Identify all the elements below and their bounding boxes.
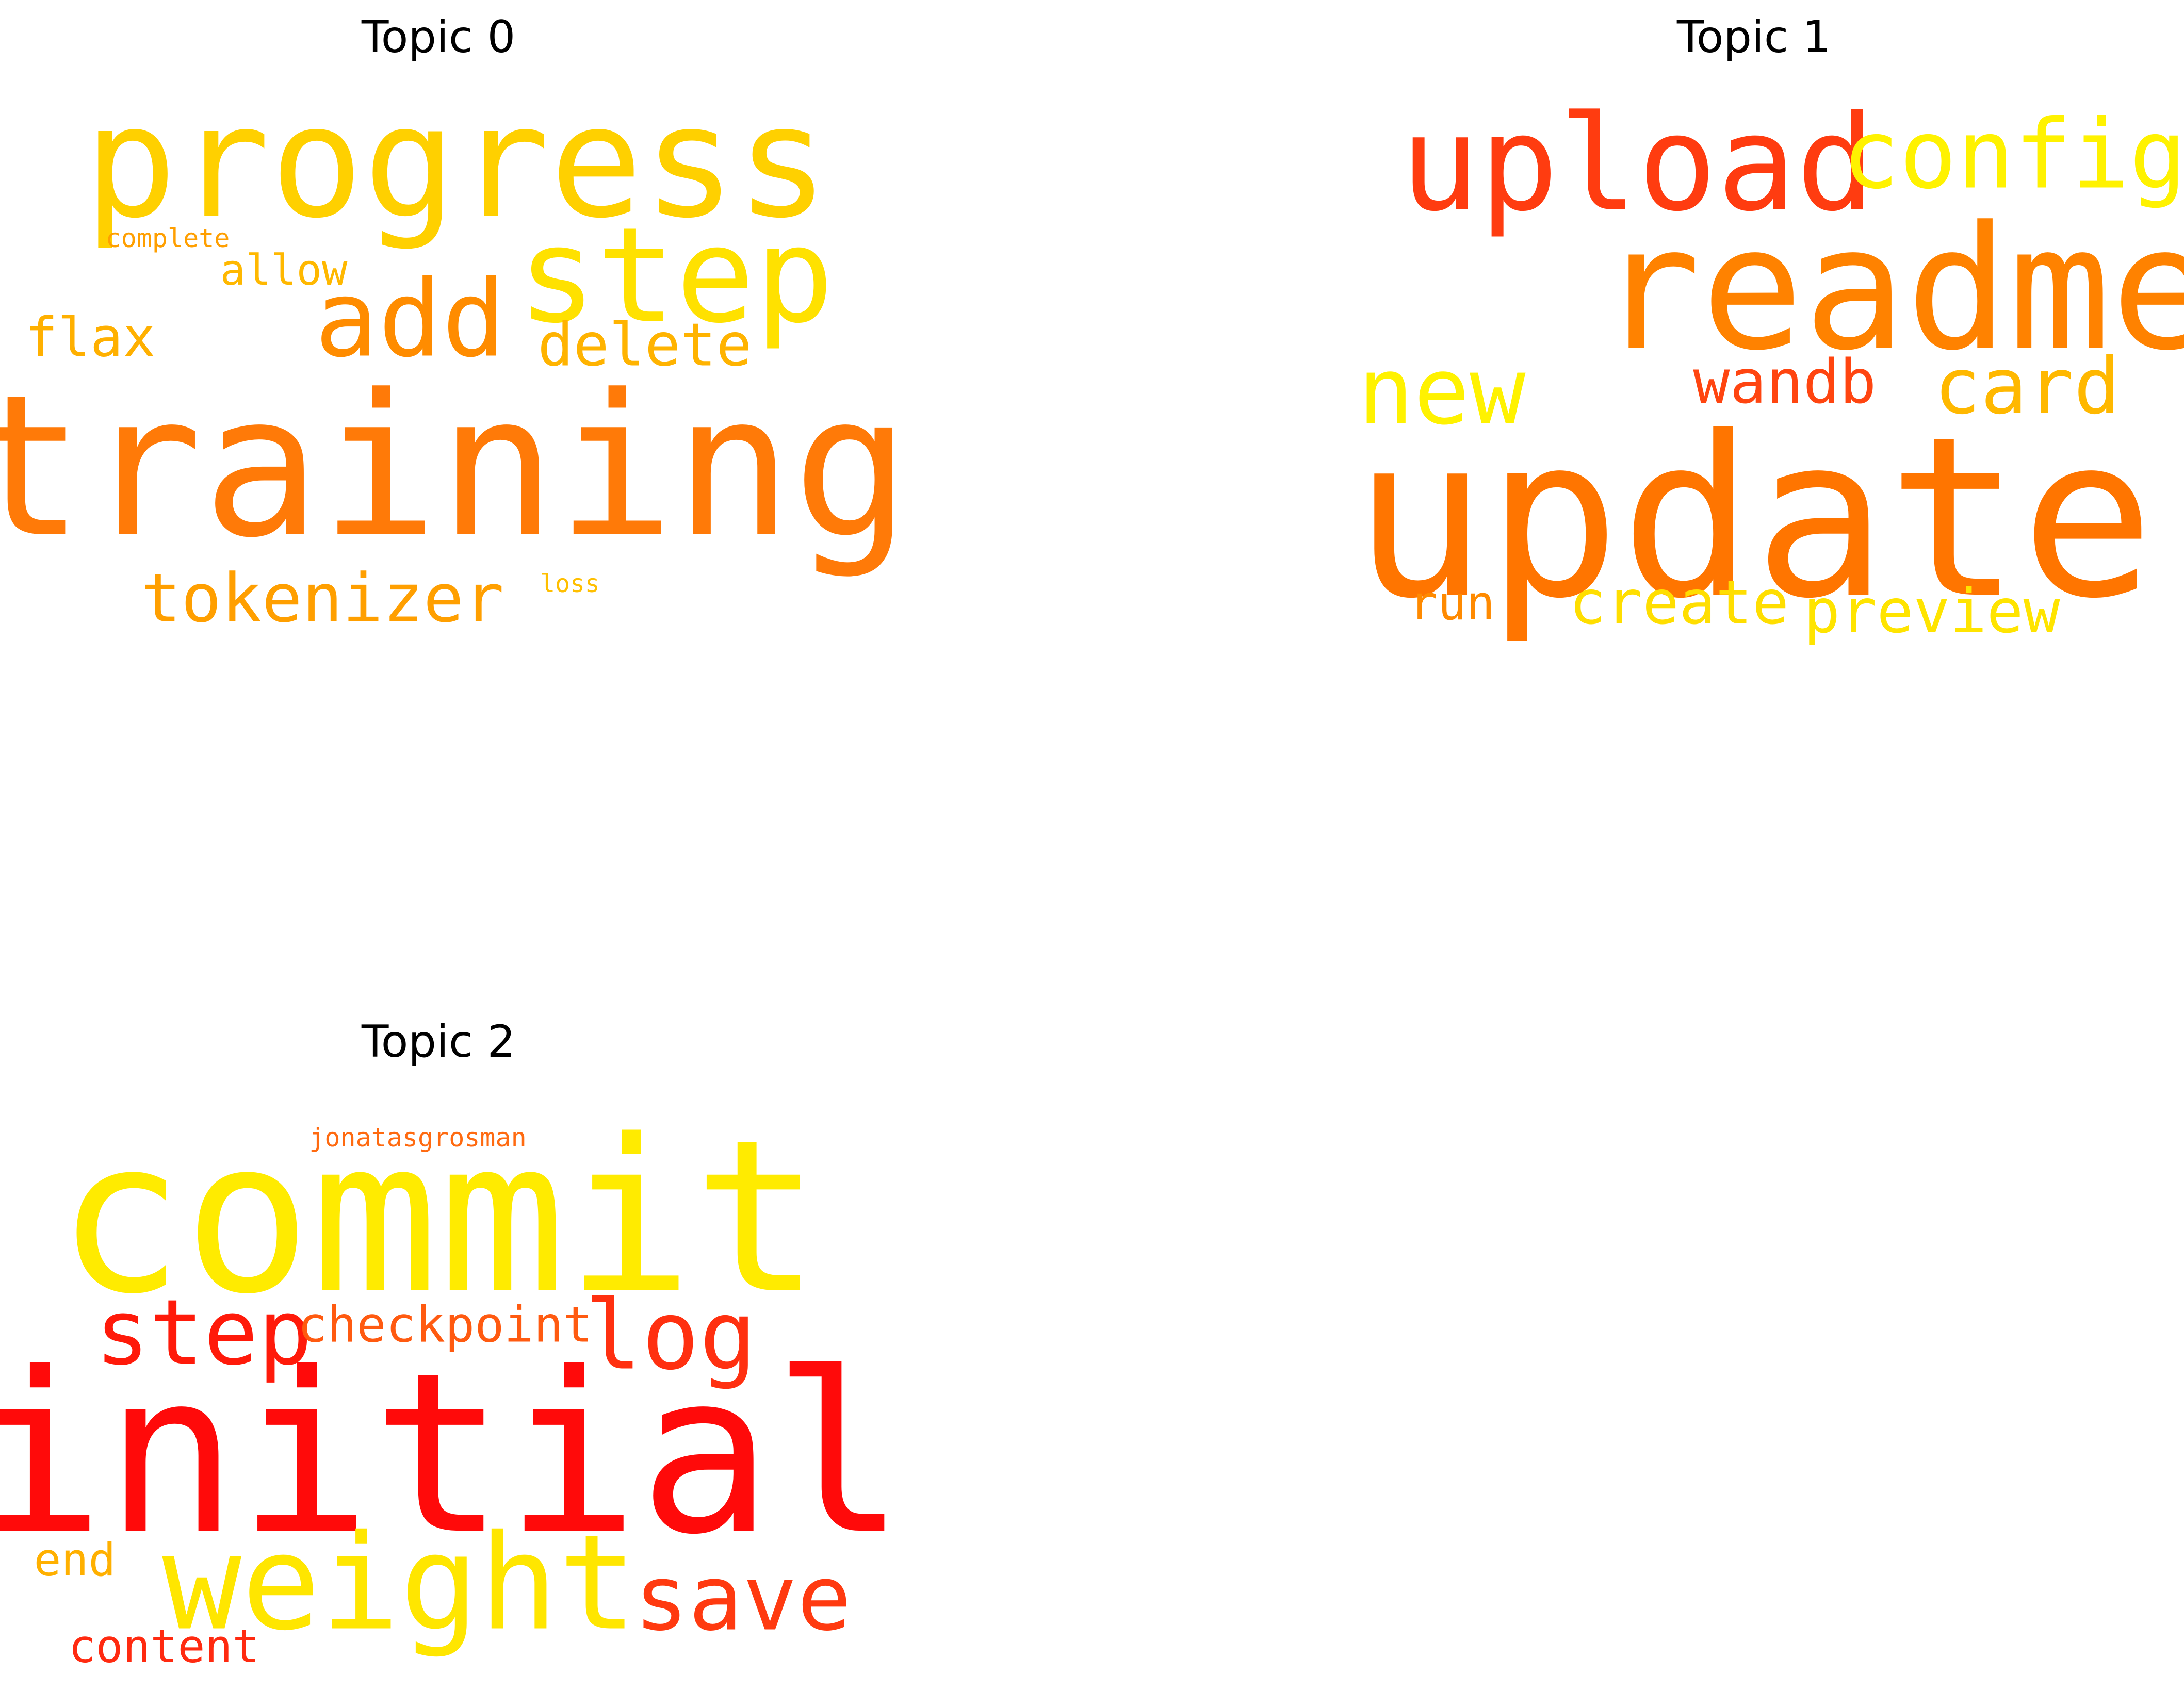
word-cloud-word: run: [1409, 576, 1495, 631]
word-cloud-word: upload: [1400, 87, 1876, 241]
word-cloud-word: create: [1569, 567, 1789, 638]
word-cloud-word: config: [1841, 98, 2184, 210]
word-cloud-word: weight: [162, 1506, 638, 1660]
word-cloud-word: checkpoint: [298, 1296, 593, 1354]
word-cloud-word: preview: [1803, 576, 2060, 647]
word-cloud-word: delete: [537, 310, 752, 380]
word-cloud-word: new: [1358, 338, 1526, 446]
word-cloud-word: initial: [0, 1325, 906, 1583]
word-cloud-word: step: [95, 1280, 313, 1386]
word-cloud-word: loss: [540, 569, 600, 598]
word-cloud-word: save: [634, 1546, 852, 1651]
word-cloud-word: training: [0, 352, 911, 581]
word-cloud-word: progress: [84, 72, 829, 252]
word-cloud-word: log: [584, 1279, 757, 1391]
word-cloud-word: jonatasgrosman: [309, 1123, 527, 1153]
word-cloud-word: wandb: [1693, 346, 1877, 417]
topic-1-title: Topic 1: [1676, 11, 1831, 63]
word-cloud-word: add: [314, 258, 506, 381]
word-cloud-word: complete: [105, 223, 230, 253]
topic-2-title: Topic 2: [361, 1016, 516, 1068]
word-cloud-word: readme: [1598, 190, 2184, 388]
topic-0-title: Topic 0: [361, 11, 516, 63]
word-cloud-word: end: [34, 1533, 116, 1586]
word-cloud-word: update: [1353, 389, 2155, 647]
word-cloud-word: step: [517, 199, 835, 353]
word-cloud-word: tokenizer: [140, 559, 504, 637]
word-cloud-word: commit: [56, 1094, 821, 1340]
word-cloud-word: flax: [25, 306, 156, 369]
word-cloud-word: allow: [220, 246, 348, 295]
word-cloud-word: content: [68, 1620, 260, 1673]
word-cloud-word: card: [1934, 342, 2121, 432]
